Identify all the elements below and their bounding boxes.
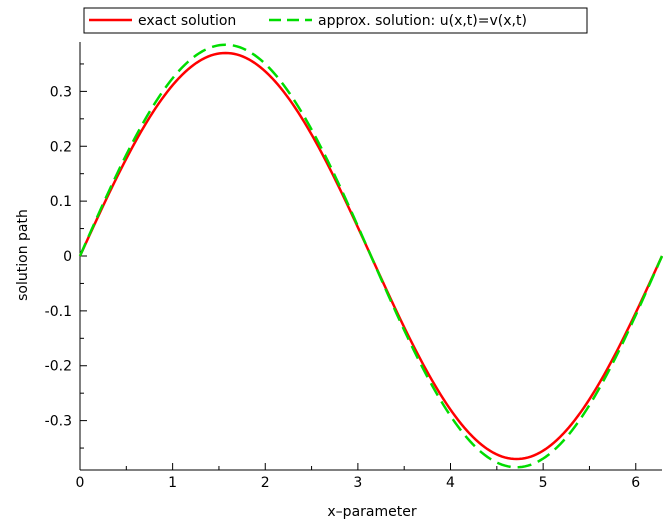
y-tick-label: 0.1 [50,194,72,210]
x-tick-label: 5 [539,475,548,491]
x-tick-label: 3 [353,475,362,491]
y-tick-label: 0 [63,249,72,265]
series-line-approx-solution [78,43,663,469]
legend-label-approx-solution: approx. solution: u(x,t)=v(x,t) [318,13,527,29]
legend-box [83,7,588,34]
y-tick-label: 0.3 [50,84,72,100]
x-axis-label: x–parameter [327,504,416,520]
y-axis-label: solution path [15,209,31,301]
y-tick-label: -0.2 [45,359,72,375]
legend-label-exact-solution: exact solution [138,13,236,29]
axes: 0.3 0.2 0.1 0 -0.1 -0.2 -0.3 0 1 2 3 4 5 6 [45,42,662,491]
y-tick-label: 0.2 [50,139,72,155]
x-tick-label: 2 [261,475,270,491]
x-tick-label: 6 [631,475,640,491]
y-tick-label: -0.1 [45,304,72,320]
series-group [78,43,663,469]
legend: exact solution approx. solution: u(x,t)=… [83,7,588,34]
x-tick-label: 1 [168,475,177,491]
x-tick-label: 4 [446,475,455,491]
x-tick-label: 0 [76,475,85,491]
y-tick-label: -0.3 [45,414,72,430]
